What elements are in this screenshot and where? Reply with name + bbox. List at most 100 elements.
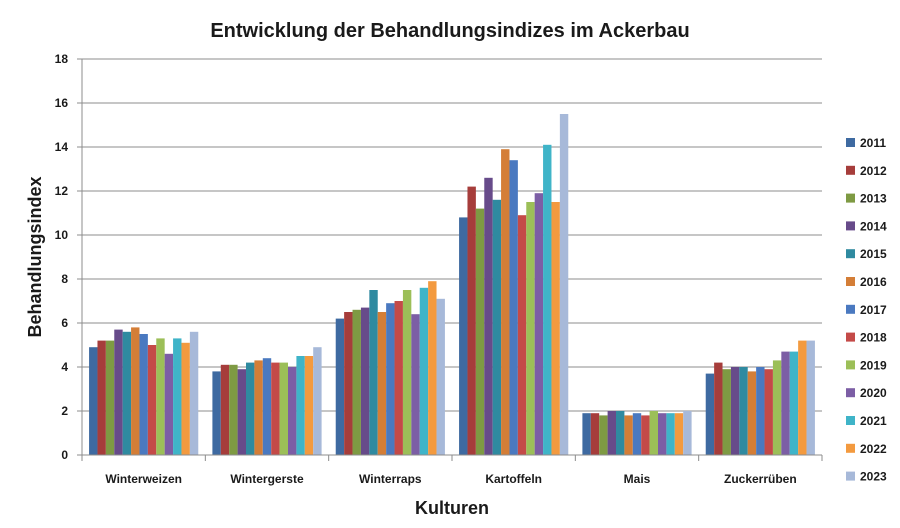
- bar: [607, 411, 616, 455]
- bar: [559, 114, 569, 455]
- bar: [360, 307, 370, 455]
- legend-label: 2015: [860, 247, 887, 261]
- x-category-label: Winterraps: [359, 472, 422, 486]
- bar: [517, 215, 527, 455]
- legend-label: 2016: [860, 275, 887, 289]
- legend-label: 2020: [860, 386, 887, 400]
- bar: [411, 314, 420, 455]
- bar: [173, 338, 182, 455]
- bar: [714, 362, 723, 455]
- legend-label: 2012: [860, 164, 887, 178]
- bar: [590, 413, 600, 455]
- bar: [89, 347, 98, 455]
- x-category-label: Winterweizen: [105, 472, 182, 486]
- bar: [722, 369, 731, 455]
- legend-swatch: [846, 332, 855, 342]
- legend-swatch: [846, 443, 855, 453]
- bar: [509, 160, 518, 455]
- bar: [394, 301, 403, 455]
- bar: [534, 193, 544, 455]
- bar: [475, 208, 485, 455]
- bar: [304, 356, 314, 455]
- bar: [666, 413, 675, 455]
- bar: [459, 217, 468, 455]
- bar: [189, 331, 199, 455]
- bar: [526, 202, 535, 455]
- y-tick-label: 18: [55, 52, 69, 66]
- bar: [632, 413, 642, 455]
- axes: [81, 59, 823, 461]
- bar: [97, 340, 106, 455]
- gridlines: [77, 58, 822, 456]
- x-category-label: Zuckerrüben: [724, 472, 797, 486]
- bar: [599, 415, 608, 455]
- bar: [122, 331, 132, 455]
- legend-swatch: [846, 388, 855, 398]
- bar: [377, 312, 387, 455]
- bar: [658, 413, 667, 455]
- y-tick-label: 4: [61, 360, 68, 374]
- bar: [582, 413, 591, 455]
- y-tick-label: 14: [55, 140, 69, 154]
- legend-swatch: [846, 416, 855, 425]
- legend-label: 2017: [860, 303, 887, 317]
- y-tick-label: 2: [61, 404, 68, 418]
- bar: [781, 351, 790, 455]
- legend-swatch: [846, 360, 855, 370]
- y-tick-label: 8: [61, 272, 68, 286]
- legend: 2011 2012 2013 2014 2015 2016 2017 2018 2019 2020…: [846, 136, 887, 484]
- legend-swatch: [846, 304, 855, 314]
- y-tick-label: 12: [55, 184, 69, 198]
- bar: [335, 318, 345, 455]
- bar: [683, 411, 692, 455]
- bar: [344, 312, 353, 455]
- bar: [164, 353, 174, 455]
- bar: [313, 347, 322, 455]
- bar: [789, 351, 799, 455]
- legend-label: 2018: [860, 331, 887, 345]
- x-axis-title: Kulturen: [415, 498, 489, 518]
- legend-label: 2013: [860, 192, 887, 206]
- bar: [131, 327, 140, 455]
- bar: [419, 287, 429, 455]
- legend-label: 2022: [860, 442, 887, 456]
- bar: [288, 367, 297, 455]
- bar: [551, 202, 560, 455]
- legend-swatch: [846, 138, 855, 147]
- legend-label: 2019: [860, 358, 887, 372]
- bar: [756, 367, 765, 455]
- bar: [254, 360, 263, 455]
- legend-swatch: [846, 193, 855, 203]
- x-category-label: Mais: [624, 472, 651, 486]
- legend-label: 2021: [860, 414, 887, 428]
- bar: [246, 362, 255, 455]
- bar: [624, 415, 633, 455]
- bar: [352, 309, 361, 455]
- x-category-label: Kartoffeln: [485, 472, 542, 486]
- bar: [492, 199, 502, 455]
- chart-title: Entwicklung der Behandlungsindizes im Ac…: [210, 20, 689, 42]
- bar: [772, 360, 782, 455]
- bar: [705, 373, 715, 455]
- bar: [543, 144, 552, 456]
- bar: [806, 340, 815, 455]
- x-category-labels: Winterweizen Wintergerste Winterraps Kartof…: [105, 472, 796, 486]
- bar: [386, 303, 395, 455]
- y-tick-labels: 0 2 4 6 8 10 12 14 16 18: [55, 52, 69, 462]
- bar: [139, 334, 148, 455]
- bar: [271, 362, 280, 455]
- bar: [467, 186, 476, 455]
- bar: [428, 281, 437, 455]
- bar: [501, 149, 510, 455]
- bar: [105, 340, 115, 455]
- legend-label: 2023: [860, 470, 887, 484]
- legend-swatch: [846, 165, 855, 175]
- bar: [739, 367, 748, 455]
- bar: [436, 298, 445, 455]
- legend-swatch: [846, 471, 855, 481]
- bar: [674, 413, 684, 455]
- y-tick-label: 0: [61, 448, 68, 462]
- bar: [730, 367, 740, 455]
- bar: [114, 329, 123, 455]
